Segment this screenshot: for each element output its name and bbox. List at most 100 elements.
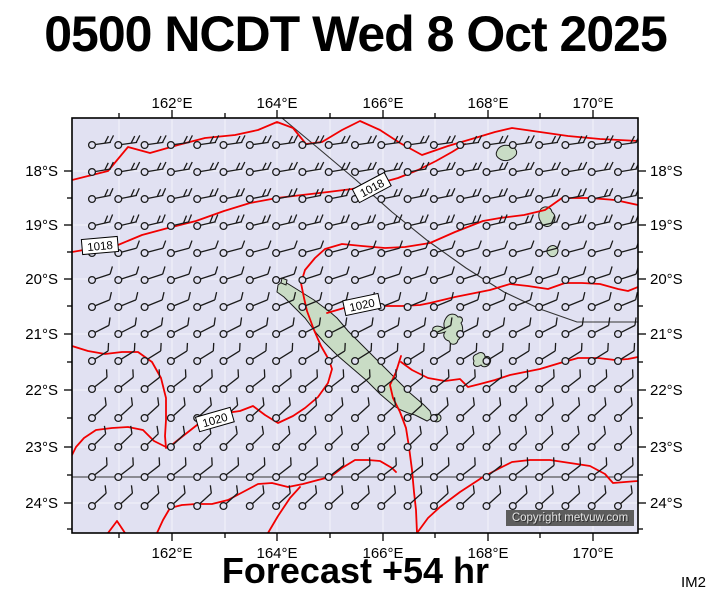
- barb-staff: [462, 464, 476, 476]
- barb-staff: [620, 464, 634, 476]
- wind-barb: [456, 485, 475, 511]
- barb-staff: [174, 247, 190, 253]
- station-circle: [456, 248, 465, 258]
- station-circle: [535, 501, 544, 511]
- station-circle: [114, 167, 123, 177]
- barb-feather: [525, 135, 530, 144]
- wind-barb: [561, 135, 588, 150]
- wind-barb: [350, 240, 377, 258]
- barb-feather: [345, 161, 351, 170]
- wind-barb: [535, 240, 561, 258]
- wind-barb: [377, 485, 397, 511]
- station-circle: [587, 501, 596, 511]
- barb-feather: [209, 397, 212, 406]
- barb-feather: [399, 240, 403, 249]
- barb-feather: [393, 485, 397, 494]
- station-circle: [219, 275, 228, 285]
- barb-feather: [551, 397, 554, 406]
- station-circle: [140, 329, 149, 339]
- station-circle: [114, 501, 123, 511]
- station-circle: [377, 413, 386, 423]
- barb-staff: [489, 168, 506, 173]
- barb-staff: [567, 376, 581, 388]
- station-circle: [456, 302, 465, 312]
- wind-barb: [140, 342, 162, 366]
- station-circle: [587, 442, 596, 452]
- wind-barb: [298, 342, 320, 366]
- station-circle: [193, 329, 202, 339]
- barb-feather: [135, 214, 140, 223]
- barb-staff: [305, 141, 322, 146]
- barb-staff: [331, 168, 348, 173]
- barb-feather: [287, 425, 291, 434]
- barb-feather: [261, 215, 266, 224]
- barb-feather: [372, 161, 377, 170]
- wind-barb: [350, 135, 378, 150]
- barb-feather: [371, 214, 377, 223]
- wind-barb: [298, 425, 317, 452]
- barb-staff: [620, 376, 634, 388]
- wind-barb: [166, 397, 186, 423]
- wind-barb: [245, 425, 265, 452]
- station-circle: [166, 302, 175, 312]
- station-circle: [561, 248, 570, 258]
- station-circle: [245, 442, 254, 452]
- wind-barb: [272, 214, 298, 231]
- station-circle: [613, 442, 623, 452]
- barb-staff: [462, 404, 475, 417]
- barb-feather: [634, 291, 638, 301]
- station-circle: [377, 329, 386, 339]
- barb-staff: [331, 247, 348, 253]
- barb-feather: [188, 240, 193, 249]
- barb-staff: [410, 350, 425, 360]
- barb-feather: [551, 485, 554, 494]
- wind-barb: [298, 240, 325, 258]
- station-circle: [587, 413, 596, 423]
- barb-feather: [320, 240, 325, 249]
- barb-feather: [603, 162, 609, 171]
- barb-feather: [214, 187, 219, 196]
- barb-staff: [147, 194, 164, 199]
- station-circle: [587, 384, 596, 394]
- barb-feather: [529, 291, 533, 301]
- wind-barb: [324, 187, 351, 204]
- station-circle: [561, 140, 570, 150]
- station-circle: [508, 275, 517, 285]
- barb-feather: [214, 266, 219, 275]
- station-circle: [350, 167, 360, 177]
- barb-feather: [183, 485, 186, 494]
- barb-feather: [240, 135, 246, 143]
- wind-barb: [245, 457, 266, 482]
- barb-staff: [94, 350, 109, 360]
- wind-barb: [272, 397, 291, 423]
- wind-barb: [219, 187, 246, 204]
- barb-feather: [425, 240, 430, 249]
- station-circle: [272, 413, 281, 423]
- lat-tick-label: 21°S: [650, 326, 683, 343]
- barb-staff: [541, 404, 554, 417]
- barb-staff: [278, 433, 291, 446]
- barb-feather: [582, 291, 586, 301]
- barb-feather: [503, 187, 509, 196]
- barb-feather: [267, 266, 271, 275]
- barb-feather: [104, 162, 109, 171]
- barb-staff: [172, 404, 186, 417]
- barb-feather: [367, 135, 373, 144]
- station-circle: [140, 501, 149, 511]
- barb-feather: [366, 425, 370, 434]
- barb-feather: [188, 135, 193, 143]
- barb-staff: [567, 404, 580, 417]
- wind-barb: [403, 397, 423, 423]
- barb-staff: [173, 299, 189, 307]
- barb-staff: [146, 492, 160, 505]
- barb-staff: [200, 273, 216, 280]
- wind-barb: [219, 317, 243, 339]
- barb-staff: [331, 194, 348, 199]
- wind-barb: [587, 161, 614, 177]
- station-circle: [350, 442, 360, 452]
- wind-barb: [482, 317, 506, 339]
- barb-feather: [293, 135, 299, 143]
- barb-staff: [305, 324, 320, 334]
- wind-barb: [587, 397, 607, 423]
- wind-barb: [219, 425, 238, 452]
